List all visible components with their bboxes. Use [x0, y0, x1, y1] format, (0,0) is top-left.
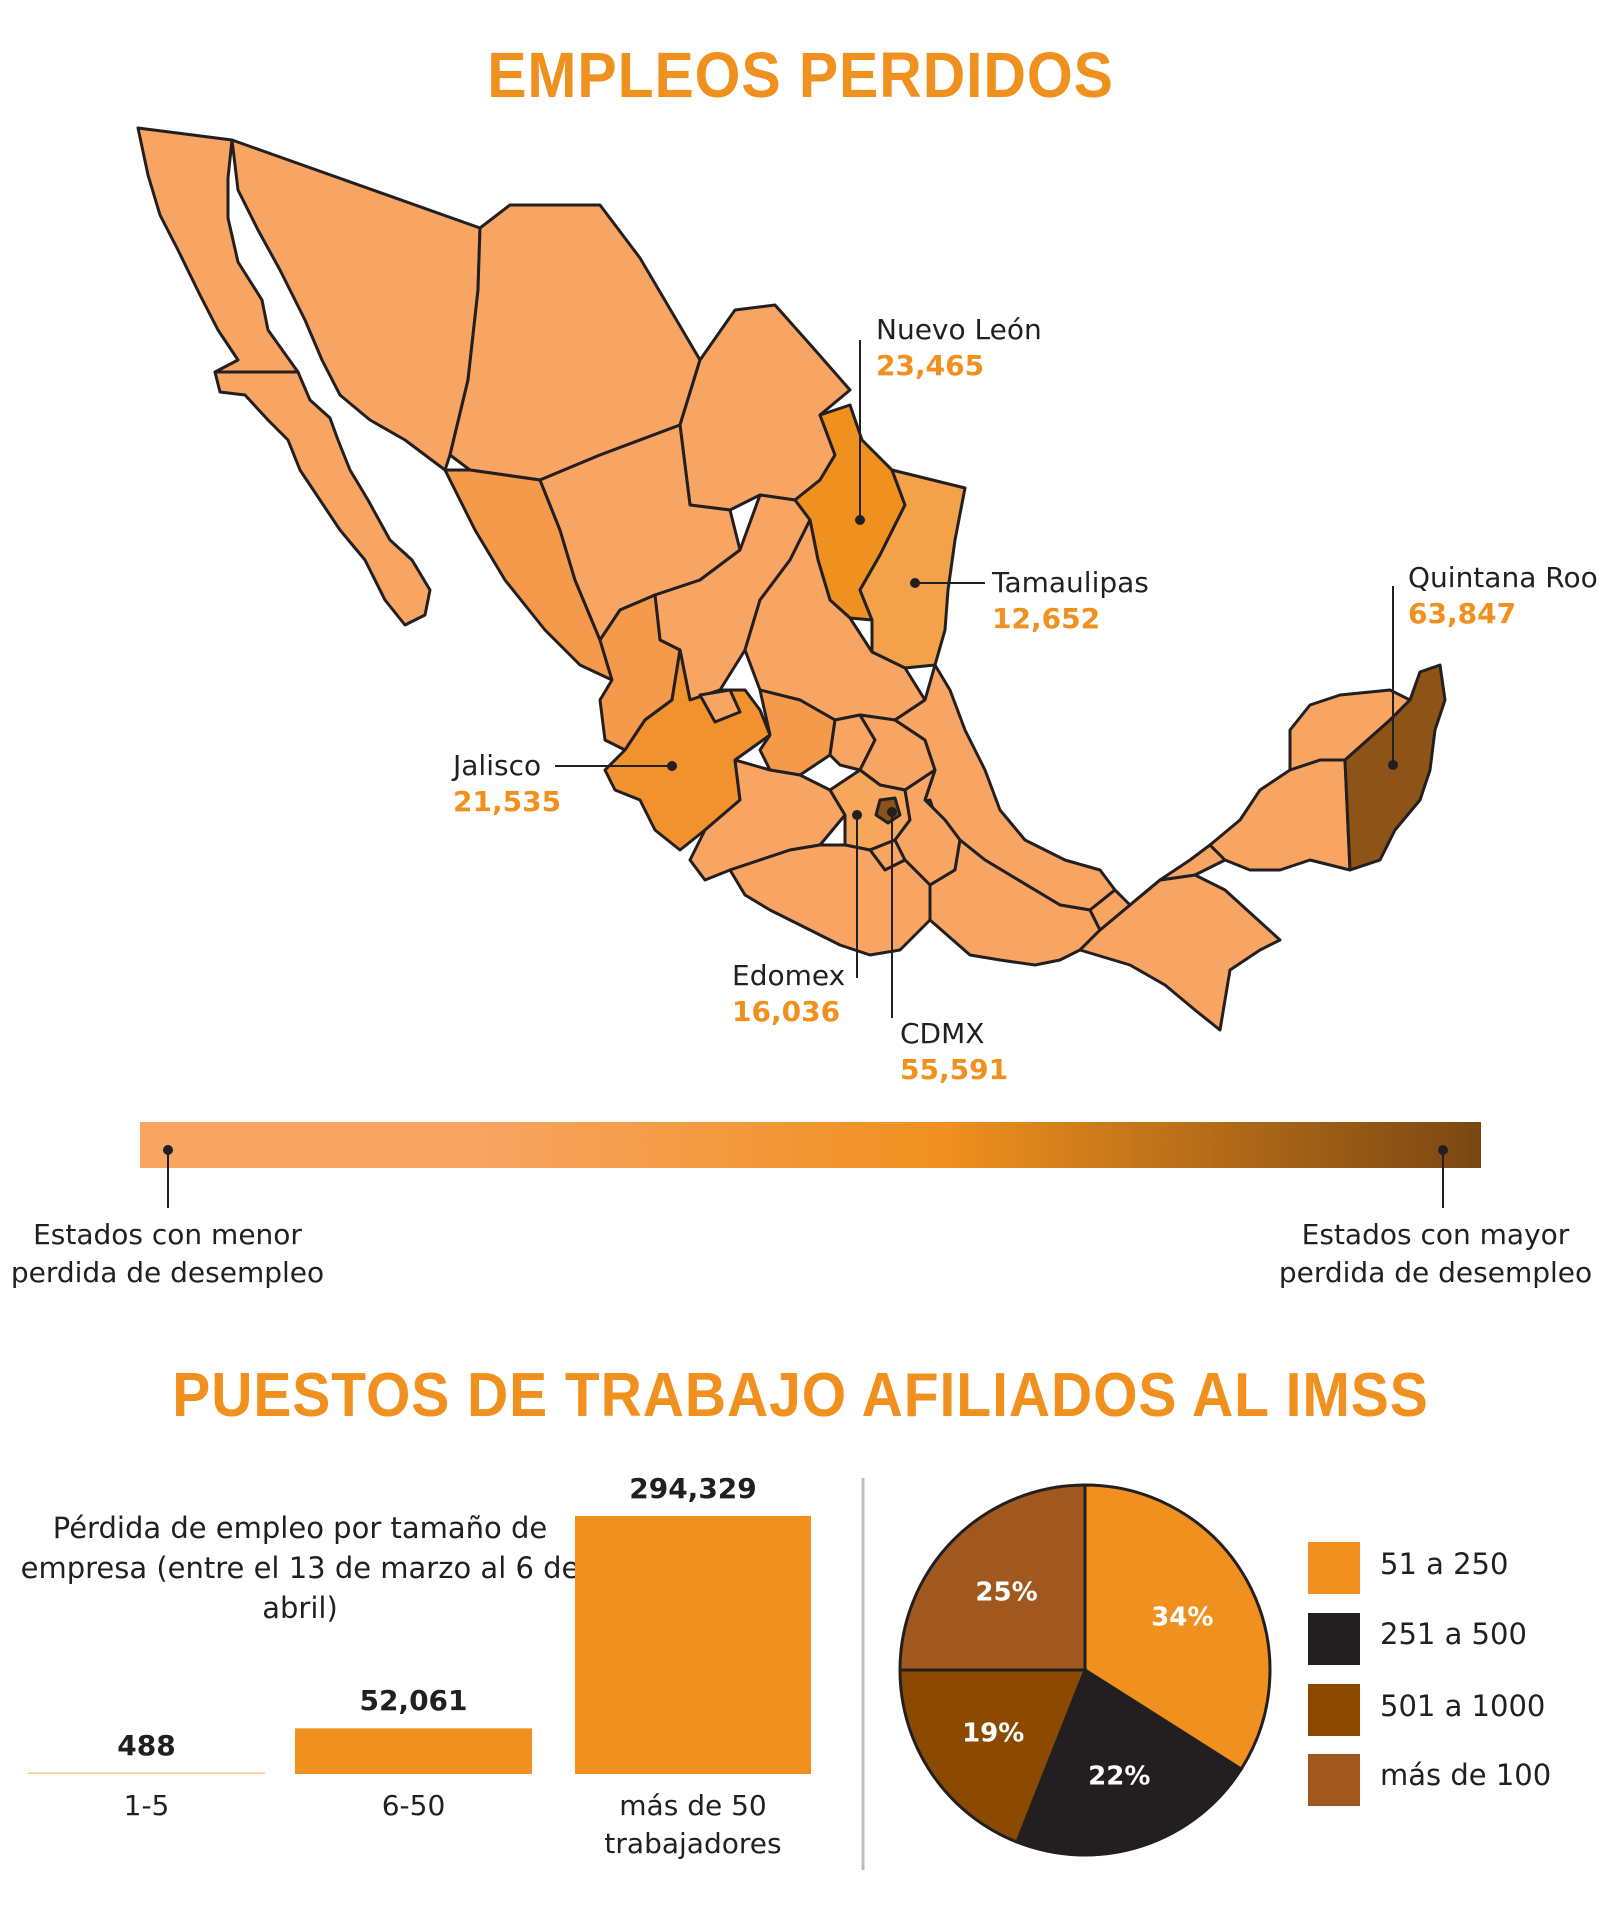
callout-quintana-roo: Quintana Roo 63,847	[1408, 560, 1598, 632]
bar-category-label: 6-50	[381, 1789, 446, 1822]
callout-name: Tamaulipas	[992, 566, 1149, 599]
map-title: EMPLEOS PERDIDOS	[487, 39, 1114, 111]
state-yucatan	[1288, 688, 1412, 772]
bar-1-5	[28, 1772, 265, 1774]
callout-value: 16,036	[732, 995, 841, 1028]
legend-swatch	[1308, 1613, 1360, 1665]
callout-name: Edomex	[732, 959, 846, 992]
callout-name: CDMX	[900, 1017, 985, 1050]
callout-name: Jalisco	[453, 749, 542, 782]
pie-slice	[898, 1668, 1088, 1844]
state-campeche	[1208, 758, 1352, 872]
callout-value: 63,847	[1408, 597, 1517, 630]
legend-swatch	[1308, 1754, 1360, 1806]
pie-slice-label: 25%	[975, 1578, 1037, 1608]
bar-category-label: más de 50 trabajadores	[604, 1789, 782, 1860]
pie-slice-label: 34%	[1151, 1603, 1213, 1633]
color-scale-bar	[140, 1122, 1481, 1168]
legend-label: 251 a 500	[1380, 1617, 1527, 1651]
bar-value-label: 488	[117, 1728, 176, 1762]
bar-6-50	[295, 1728, 532, 1774]
callout-dot-edomex	[852, 810, 862, 820]
pie-slice	[1083, 1483, 1272, 1772]
legend-swatch	[1308, 1684, 1360, 1736]
pie-slice	[1014, 1667, 1244, 1857]
callout-name: Quintana Roo	[1408, 561, 1598, 594]
callout-dot-nuevo-leon	[855, 515, 865, 525]
callout-nuevo-leon: Nuevo León 23,465	[876, 312, 1042, 384]
callout-dot-quintana-roo	[1388, 760, 1398, 770]
callout-dot-tamaulipas	[910, 578, 920, 588]
callout-tamaulipas: Tamaulipas 12,652	[992, 565, 1149, 637]
bar-value-label: 294,329	[629, 1472, 757, 1505]
imss-title: PUESTOS DE TRABAJO AFILIADOS AL IMSS	[172, 1361, 1429, 1430]
legend-swatch	[1308, 1542, 1360, 1594]
callout-dot-cdmx	[887, 807, 897, 817]
callout-name: Nuevo León	[876, 313, 1042, 346]
legend-label: 501 a 1000	[1380, 1689, 1546, 1723]
chart-caption: Pérdida de empleo por tamaño de empresa …	[20, 1511, 580, 1625]
legend-label: más de 100	[1380, 1758, 1552, 1792]
bar-mas-de-50	[575, 1516, 811, 1774]
callout-cdmx: CDMX 55,591	[900, 1016, 1008, 1088]
callout-value: 12,652	[992, 602, 1101, 635]
state-baja-california-sur	[213, 370, 432, 627]
pie-slice	[898, 1483, 1087, 1672]
bar-value-label: 52,061	[359, 1684, 468, 1718]
scale-high-label: Estados con mayor perdida de desempleo	[1278, 1218, 1593, 1289]
callout-value: 23,465	[876, 349, 985, 382]
bar-category-label: 1-5	[123, 1789, 170, 1822]
pie-slice-label: 19%	[962, 1718, 1024, 1748]
callout-value: 55,591	[900, 1053, 1009, 1086]
callout-dot-jalisco	[667, 761, 677, 771]
pie-slice-label: 22%	[1088, 1762, 1150, 1792]
callout-jalisco: Jalisco 21,535	[453, 748, 561, 820]
state-guerrero	[728, 843, 932, 957]
legend-label: 51 a 250	[1380, 1547, 1509, 1581]
state-aguascalientes	[698, 688, 742, 724]
callout-value: 21,535	[453, 785, 562, 818]
scale-low-label: Estados con menor perdida de desempleo	[10, 1218, 325, 1289]
mexico-map	[136, 126, 1481, 1208]
callout-edomex: Edomex 16,036	[732, 958, 845, 1030]
